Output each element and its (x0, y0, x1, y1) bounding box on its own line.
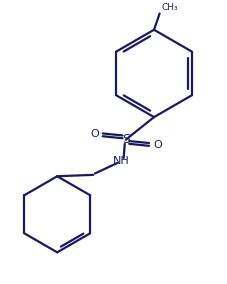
Text: O: O (90, 129, 99, 139)
Text: NH: NH (113, 156, 130, 166)
Text: S: S (122, 133, 130, 146)
Text: CH₃: CH₃ (161, 3, 178, 12)
Text: O: O (153, 140, 162, 150)
